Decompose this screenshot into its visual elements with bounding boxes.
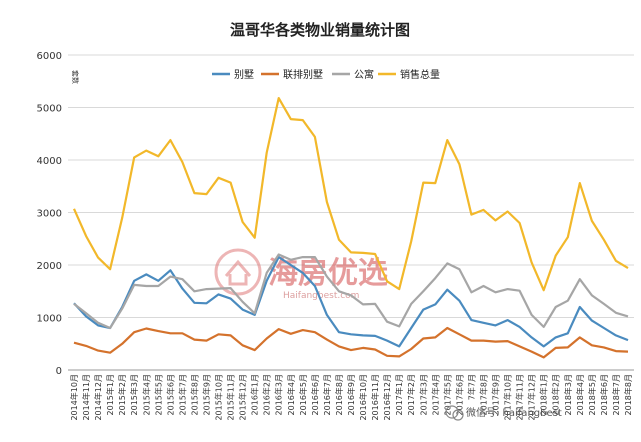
x-tick-label: 2017年11月 [515, 374, 525, 421]
series-lines [72, 96, 629, 359]
wechat-id: 微信号: haifangbest [466, 406, 562, 419]
x-tick-label: 2016年6月 [310, 374, 320, 415]
x-tick-label: 2016年8月 [334, 374, 344, 415]
wechat-watermark: 微信号: haifangbest [445, 405, 562, 421]
series-line-联排别墅 [73, 326, 629, 359]
legend: 别墅 联排别墅 公寓 销售总量 [212, 68, 440, 81]
x-tick-label: 2018年1月 [539, 374, 549, 415]
legend-label: 联排别墅 [283, 68, 323, 81]
y-tick-label: 0 [56, 366, 62, 377]
x-tick-label: 2015年12月 [238, 374, 248, 421]
y-tick-label: 3000 [37, 209, 62, 220]
x-tick-label: 2016年7月 [322, 374, 332, 415]
x-tick-label: 2016年9月 [346, 374, 356, 415]
x-tick-label: 2018年8月 [623, 374, 633, 415]
x-tick-label: 2017年8月 [478, 374, 488, 415]
series-line-销售总量 [72, 96, 629, 292]
watermark-en: Haifangbest.com [283, 291, 359, 301]
x-tick-label: 2014年10月 [69, 374, 79, 421]
x-tick-label: 2015年5月 [153, 374, 163, 415]
y-tick-label: 2000 [37, 261, 62, 272]
x-tick-label: 2017年6月 [454, 374, 464, 415]
x-tick-label: 2018年3月 [563, 374, 573, 415]
x-tick-label: 2015年4月 [141, 374, 151, 415]
x-tick-label: 2017年10月 [503, 374, 513, 421]
x-tick-label: 2017年2月 [406, 374, 416, 415]
legend-label: 公寓 [354, 68, 374, 81]
legend-label: 别墅 [234, 69, 254, 81]
house-logo-icon [214, 248, 262, 296]
x-tick-label: 2017年4月 [430, 374, 440, 415]
x-tick-label: 2014年12月 [93, 374, 103, 421]
x-tick-label: 2018年6月 [599, 374, 609, 415]
x-tick-label: 2017年9月 [491, 374, 501, 415]
x-tick-label: 2017年1月 [394, 374, 404, 415]
x-tick-label: 2014年11月 [81, 374, 91, 421]
x-tick-label: 2016年10月 [358, 374, 368, 421]
watermark-cn: 海房优选 [268, 256, 388, 291]
unit-label: 套数 [71, 70, 80, 84]
x-tick-label: 2015年3月 [129, 374, 139, 415]
x-tick-label: 2017年5月 [442, 374, 452, 415]
series-line-公寓 [73, 253, 629, 330]
x-tick-label: 2016年4月 [286, 374, 296, 415]
x-tick-label: 2018年5月 [587, 374, 597, 415]
x-tick-label: 2015年2月 [117, 374, 127, 415]
x-tick-label: 2018年2月 [551, 374, 561, 415]
x-tick-label: 2018年7月 [611, 374, 621, 415]
series-line-别墅 [73, 256, 629, 348]
x-axis-ticks: 2014年10月 2014年11月 2014年12月 2015年1月 2015年2月 20… [69, 374, 633, 421]
gridlines [68, 54, 634, 371]
x-tick-label: 2015年1月 [105, 374, 115, 415]
x-tick-label: 2018年4月 [575, 374, 585, 415]
x-tick-label: 2016年12月 [382, 374, 392, 421]
wechat-icon [445, 405, 459, 419]
x-tick-label: 2015年11月 [226, 374, 236, 421]
x-tick-label: 2016年1月 [250, 374, 260, 415]
x-tick-label: 2017年12月 [527, 374, 537, 421]
y-tick-label: 4000 [37, 156, 62, 167]
x-tick-label: 2015年7月 [177, 374, 187, 415]
x-tick-label: 2016年5月 [298, 374, 308, 415]
watermark: 海房优选 Haifangbest.com [214, 248, 388, 301]
x-tick-label: 2016年11月 [370, 374, 380, 421]
legend-label: 销售总量 [400, 68, 440, 81]
x-tick-label: 2015年10月 [214, 374, 224, 421]
x-tick-label: 7年7月 [466, 374, 476, 400]
x-tick-label: 2016年2月 [262, 374, 272, 415]
y-tick-label: 5000 [37, 104, 62, 115]
x-tick-label: 2015年6月 [165, 374, 175, 415]
y-tick-label: 6000 [37, 51, 62, 62]
x-tick-label: 2015年9月 [201, 374, 211, 415]
x-tick-label: 2017年3月 [418, 374, 428, 415]
x-tick-label: 2016年3月 [274, 374, 284, 415]
y-tick-label: 1000 [37, 314, 62, 325]
y-axis-ticks: 0 1000 2000 3000 4000 5000 6000 [37, 51, 62, 377]
x-tick-label: 2015年8月 [189, 374, 199, 415]
chart-title: 温哥华各类物业销量统计图 [230, 21, 410, 39]
